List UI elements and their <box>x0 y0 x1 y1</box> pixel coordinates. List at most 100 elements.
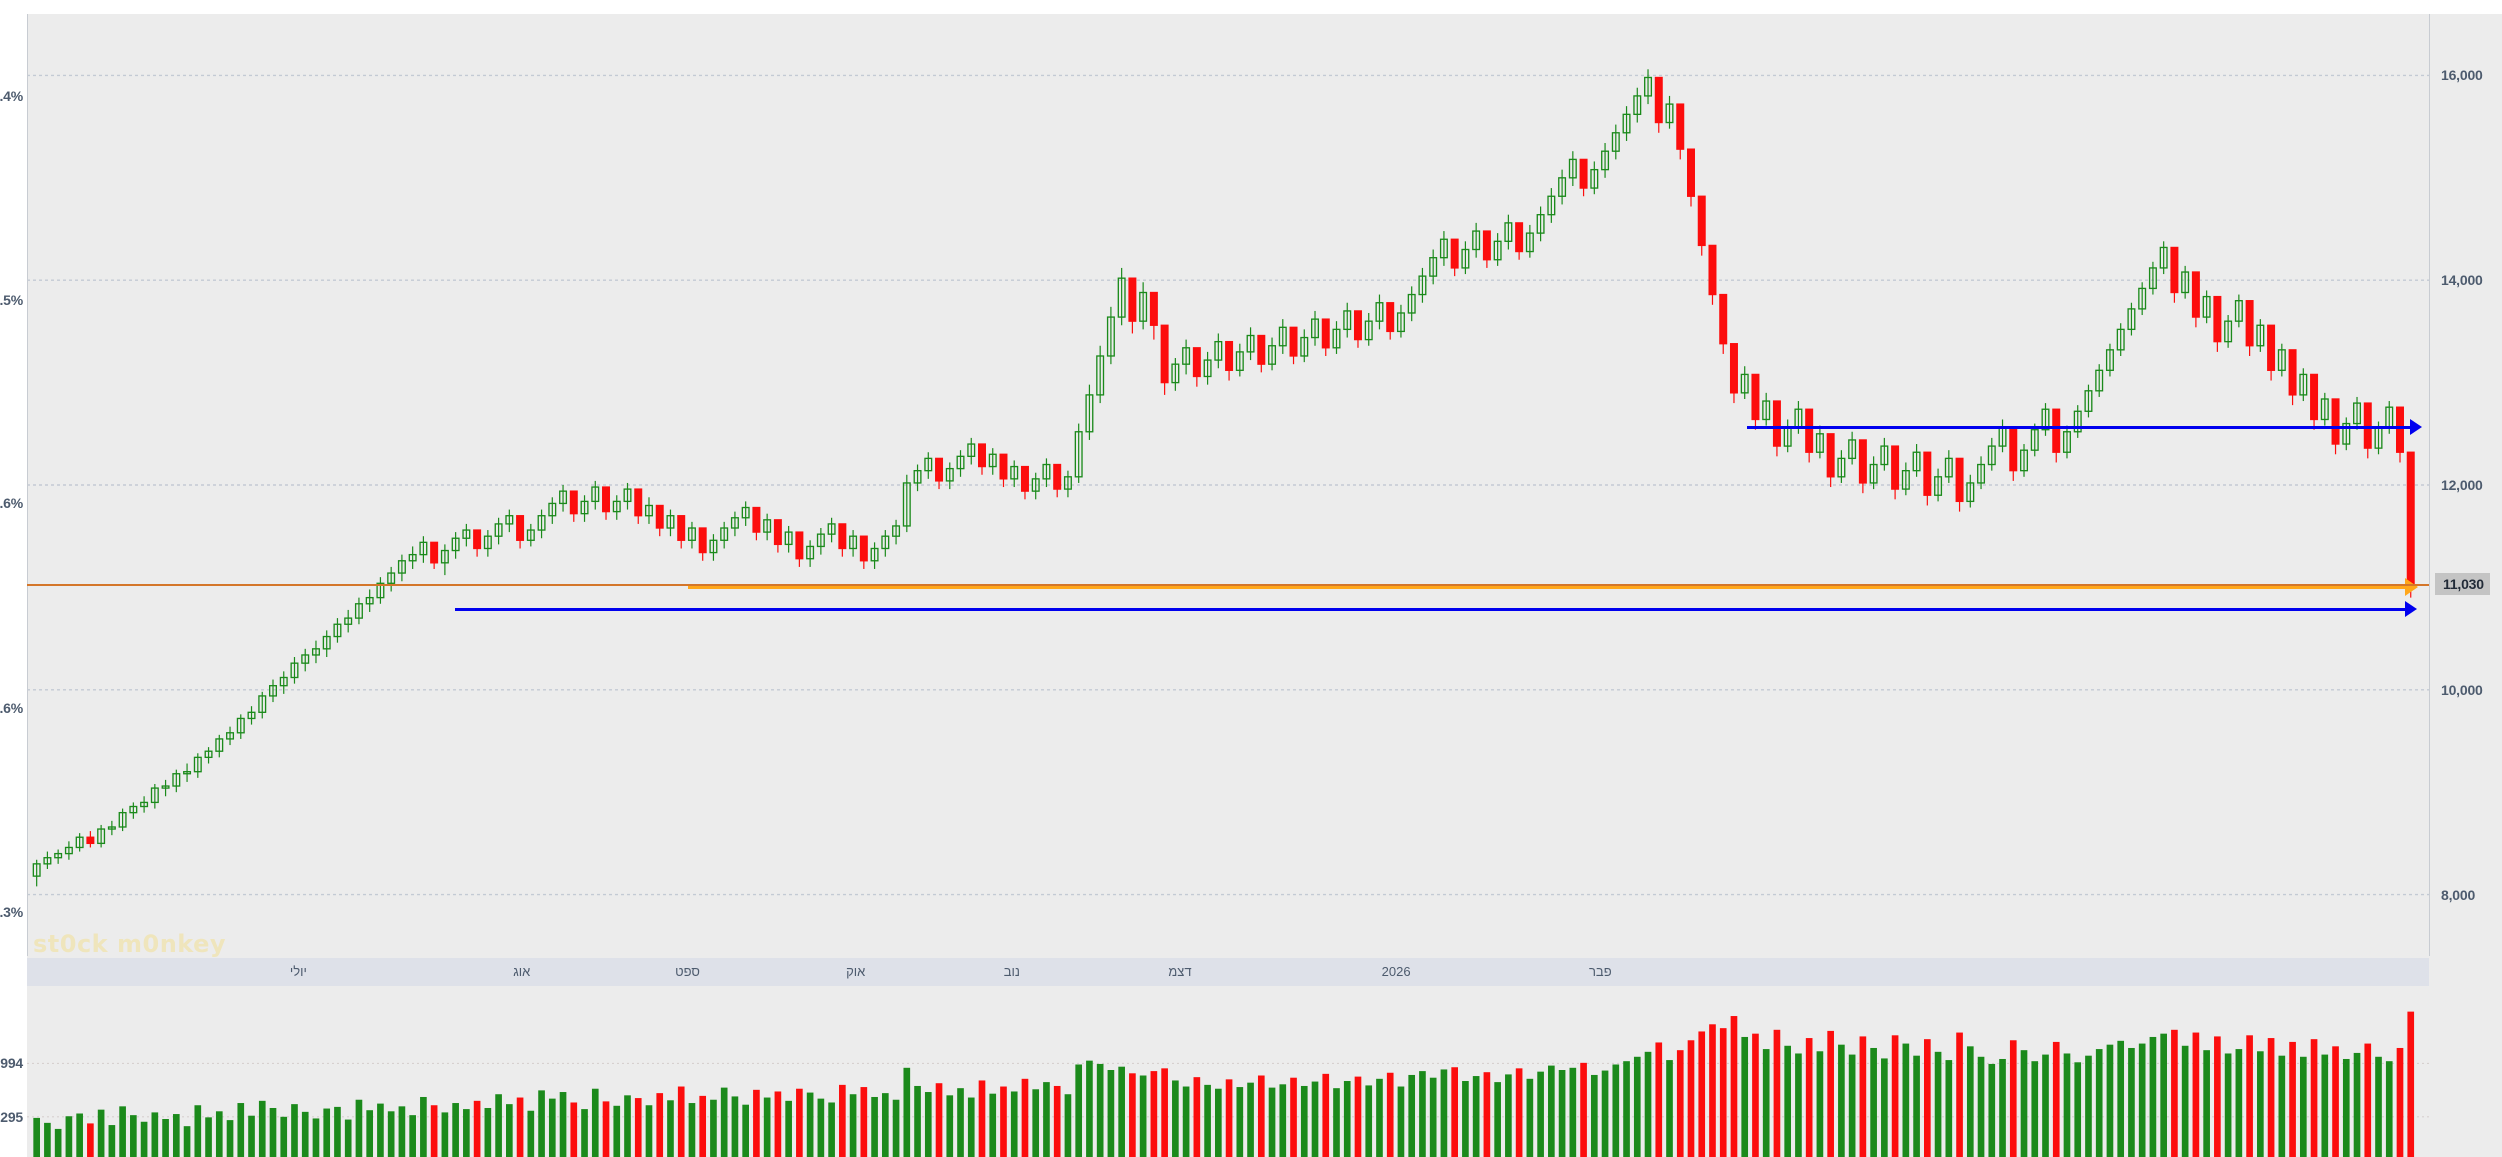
candlestick[interactable] <box>2181 271 2190 294</box>
candlestick[interactable] <box>1278 326 1287 347</box>
candlestick[interactable] <box>54 852 63 859</box>
candlestick[interactable] <box>1826 433 1835 478</box>
candlestick[interactable] <box>730 517 739 529</box>
candlestick[interactable] <box>2095 369 2104 392</box>
candlestick[interactable] <box>1837 457 1846 478</box>
volume-bar[interactable] <box>591 1088 599 1157</box>
candlestick[interactable] <box>935 457 944 482</box>
volume-bar[interactable] <box>2020 1050 2028 1157</box>
volume-bar[interactable] <box>2009 1040 2017 1157</box>
volume-bar[interactable] <box>1945 1060 1953 1157</box>
volume-bar[interactable] <box>1580 1062 1587 1157</box>
volume-bar[interactable] <box>463 1109 470 1157</box>
candlestick[interactable] <box>2353 402 2362 425</box>
candlestick[interactable] <box>1547 195 1556 216</box>
candlestick[interactable] <box>580 500 589 515</box>
volume-bar[interactable] <box>1913 1055 1920 1157</box>
candlestick[interactable] <box>1149 291 1158 326</box>
candlestick[interactable] <box>1418 275 1427 296</box>
volume-bar[interactable] <box>1795 1053 1802 1157</box>
volume-bar[interactable] <box>473 1100 481 1157</box>
candlestick[interactable] <box>1096 355 1105 396</box>
candlestick[interactable] <box>269 685 277 697</box>
volume-bar[interactable] <box>1548 1065 1555 1157</box>
resistance-line-orange[interactable] <box>687 584 2405 590</box>
volume-bar[interactable] <box>656 1093 664 1157</box>
candlestick[interactable] <box>2052 408 2061 453</box>
volume-bar[interactable] <box>2278 1055 2286 1157</box>
volume-bar[interactable] <box>1333 1088 1340 1157</box>
candlestick[interactable] <box>1687 148 1695 197</box>
candlestick[interactable] <box>1525 232 1534 253</box>
candlestick[interactable] <box>1074 431 1083 478</box>
candlestick[interactable] <box>2041 408 2050 431</box>
candlestick[interactable] <box>322 635 331 650</box>
volume-bar[interactable] <box>731 1096 739 1157</box>
volume-bar[interactable] <box>2074 1062 2082 1157</box>
volume-bar[interactable] <box>215 1111 223 1157</box>
volume-bar[interactable] <box>1870 1047 1877 1157</box>
volume-bar[interactable] <box>1215 1088 1222 1157</box>
lower-support-line[interactable] <box>454 607 2405 611</box>
volume-bar[interactable] <box>1515 1068 1523 1157</box>
candlestick[interactable] <box>548 502 557 517</box>
candlestick[interactable] <box>1568 158 1577 179</box>
candlestick[interactable] <box>773 519 782 546</box>
volume-bar[interactable] <box>1096 1063 1104 1157</box>
candlestick[interactable] <box>473 529 482 550</box>
candlestick[interactable] <box>526 529 535 541</box>
volume-bar[interactable] <box>441 1112 449 1157</box>
volume-bar[interactable] <box>849 1094 857 1157</box>
volume-bar[interactable] <box>1676 1050 1684 1157</box>
candlestick-plot[interactable] <box>27 14 2429 956</box>
volume-bar[interactable] <box>720 1087 728 1157</box>
volume-bar[interactable] <box>946 1095 954 1157</box>
volume-bar[interactable] <box>699 1095 707 1157</box>
candlestick[interactable] <box>1139 291 1148 322</box>
volume-bar[interactable] <box>291 1104 298 1157</box>
candlestick[interactable] <box>1708 244 1717 296</box>
candlestick[interactable] <box>236 717 245 734</box>
candlestick[interactable] <box>569 490 578 515</box>
candlestick[interactable] <box>1869 463 1878 484</box>
candlestick[interactable] <box>537 515 546 531</box>
candlestick[interactable] <box>204 750 213 759</box>
candlestick[interactable] <box>150 787 159 804</box>
volume-bar[interactable] <box>1268 1087 1276 1157</box>
volume-bar[interactable] <box>2332 1046 2339 1157</box>
candlestick[interactable] <box>1300 336 1309 357</box>
volume-bars-plot[interactable] <box>27 1000 2429 1157</box>
candlestick[interactable] <box>1955 457 1964 503</box>
volume-bar[interactable] <box>1934 1051 1942 1157</box>
volume-bar[interactable] <box>2181 1045 2189 1157</box>
volume-bar[interactable] <box>76 1113 83 1157</box>
candlestick[interactable] <box>1010 465 1019 480</box>
candlestick[interactable] <box>784 531 793 546</box>
volume-bar[interactable] <box>484 1107 492 1157</box>
volume-bar[interactable] <box>1086 1060 1093 1157</box>
candlestick[interactable] <box>1364 320 1373 341</box>
volume-bar[interactable] <box>785 1100 792 1157</box>
candlestick[interactable] <box>161 785 170 789</box>
candlestick[interactable] <box>2202 295 2211 318</box>
candlestick[interactable] <box>1353 310 1362 341</box>
volume-bar[interactable] <box>1462 1081 1469 1157</box>
volume-bar[interactable] <box>710 1099 717 1157</box>
volume-bar[interactable] <box>957 1088 964 1157</box>
candlestick[interactable] <box>1493 240 1502 261</box>
candlestick[interactable] <box>1977 463 1986 484</box>
candlestick[interactable] <box>634 488 643 517</box>
candlestick[interactable] <box>1665 103 1674 124</box>
volume-bar[interactable] <box>1612 1064 1620 1157</box>
candlestick[interactable] <box>2138 287 2147 310</box>
candlestick[interactable] <box>2084 390 2093 412</box>
candlestick[interactable] <box>2299 373 2308 396</box>
volume-bar[interactable] <box>2031 1061 2039 1157</box>
candlestick[interactable] <box>902 482 911 527</box>
candlestick[interactable] <box>838 523 847 550</box>
volume-bar[interactable] <box>892 1099 900 1157</box>
candlestick[interactable] <box>892 525 901 537</box>
candlestick[interactable] <box>1515 222 1524 253</box>
candlestick[interactable] <box>2288 349 2297 396</box>
candlestick[interactable] <box>1332 328 1341 349</box>
